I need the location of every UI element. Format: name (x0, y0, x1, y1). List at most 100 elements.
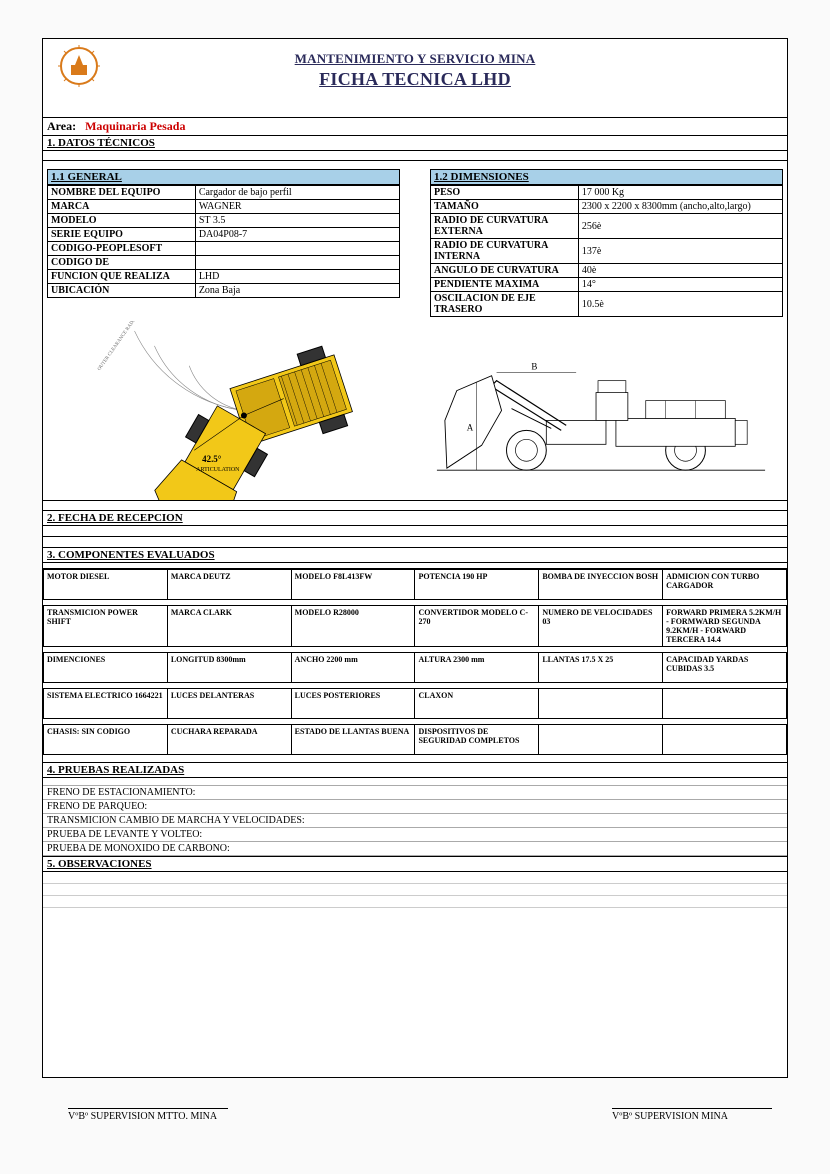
section-4-header: 4. PRUEBAS REALIZADAS (43, 763, 787, 778)
spec-label: CODIGO-PEOPLESOFT (48, 242, 196, 256)
comp-cell: FORWARD PRIMERA 5.2KM/H - FORMWARD SEGUN… (663, 606, 787, 647)
specs-two-col: 1.1 GENERAL NOMBRE DEL EQUIPOCargador de… (43, 161, 787, 321)
comp-cell (663, 725, 787, 755)
document-page: MANTENIMIENTO Y SERVICIO MINA FICHA TECN… (42, 38, 788, 1078)
spec-value (195, 242, 399, 256)
table-row: PENDIENTE MAXIMA14° (431, 278, 783, 292)
section-3-header: 3. COMPONENTES EVALUADOS (43, 548, 787, 563)
spec-label: ANGULO DE CURVATURA (431, 264, 579, 278)
table-row: NOMBRE DEL EQUIPOCargador de bajo perfil (48, 186, 400, 200)
comp-cell: MARCA CLARK (167, 606, 291, 647)
comp-cell: ALTURA 2300 mm (415, 653, 539, 683)
test-row: PRUEBA DE LEVANTE Y VOLTEO: (43, 828, 787, 842)
comp-cell: LONGITUD 8300mm (167, 653, 291, 683)
comp-cell: DIMENCIONES (44, 653, 168, 683)
spec-value: WAGNER (195, 200, 399, 214)
spec-value: 2300 x 2200 x 8300mm (ancho,alto,largo) (578, 200, 782, 214)
test-row: TRANSMICION CAMBIO DE MARCHA Y VELOCIDAD… (43, 814, 787, 828)
test-row: FRENO DE PARQUEO: (43, 800, 787, 814)
comp-cell: POTENCIA 190 HP (415, 570, 539, 600)
spec-label: UBICACIÓN (48, 284, 196, 298)
section-5-header: 5. OBSERVACIONES (43, 856, 787, 872)
comp-cell: MODELO F8L413FW (291, 570, 415, 600)
sig-right-label: VºBº SUPERVISION MINA (612, 1111, 728, 1122)
table-row: MODELOST 3.5 (48, 214, 400, 228)
spec-label: MODELO (48, 214, 196, 228)
logo-icon (57, 45, 101, 87)
table-row: UBICACIÓNZona Baja (48, 284, 400, 298)
spec-value: Cargador de bajo perfil (195, 186, 399, 200)
comp-cell: ANCHO 2200 mm (291, 653, 415, 683)
spec-label: OSCILACION DE EJE TRASERO (431, 292, 579, 317)
comp-row: SISTEMA ELECTRICO 1664221LUCES DELANTERA… (44, 689, 787, 719)
comp-cell: LLANTAS 17.5 X 25 (539, 653, 663, 683)
svg-text:A: A (467, 422, 474, 432)
gap (43, 778, 787, 786)
comp-cell: CONVERTIDOR MODELO C-270 (415, 606, 539, 647)
comp-cell: MOTOR DIESEL (44, 570, 168, 600)
table-row: TAMAÑO2300 x 2200 x 8300mm (ancho,alto,l… (431, 200, 783, 214)
general-table: NOMBRE DEL EQUIPOCargador de bajo perfil… (47, 185, 400, 298)
section-1-header: 1. DATOS TÉCNICOS (43, 136, 787, 151)
col-general: 1.1 GENERAL NOMBRE DEL EQUIPOCargador de… (47, 169, 400, 317)
comp-cell: ADMICION CON TURBO CARGADOR (663, 570, 787, 600)
comp-cell: MODELO R28000 (291, 606, 415, 647)
dimensiones-table: PESO17 000 KgTAMAÑO2300 x 2200 x 8300mm … (430, 185, 783, 317)
spec-label: NOMBRE DEL EQUIPO (48, 186, 196, 200)
componentes-table: MOTOR DIESELMARCA DEUTZMODELO F8L413FWPO… (43, 569, 787, 755)
table-row: RADIO DE CURVATURA EXTERNA256è (431, 214, 783, 239)
spec-value: ST 3.5 (195, 214, 399, 228)
comp-cell: DISPOSITIVOS DE SEGURIDAD COMPLETOS (415, 725, 539, 755)
comp-cell: TRANSMICION POWER SHIFT (44, 606, 168, 647)
spec-value: 137è (578, 239, 782, 264)
spec-label: PESO (431, 186, 579, 200)
comp-cell: NUMERO DE VELOCIDADES 03 (539, 606, 663, 647)
table-row: OSCILACION DE EJE TRASERO10.5è (431, 292, 783, 317)
comp-cell (539, 725, 663, 755)
spec-label: MARCA (48, 200, 196, 214)
comp-cell: MARCA DEUTZ (167, 570, 291, 600)
svg-text:B: B (531, 362, 537, 372)
spec-value: DA04P08-7 (195, 228, 399, 242)
table-row: MARCAWAGNER (48, 200, 400, 214)
comp-cell: CLAXON (415, 689, 539, 719)
diagram-top-view: OUTER CLEARANCE RADIUS 256" (20' 1.6") (43, 321, 415, 500)
main-title: FICHA TECNICA LHD (43, 69, 787, 90)
spec-value: LHD (195, 270, 399, 284)
comp-row: CHASIS: SIN CODIGOCUCHARA REPARADAESTADO… (44, 725, 787, 755)
comp-cell (663, 689, 787, 719)
table-row: CODIGO DE (48, 256, 400, 270)
subtitle: MANTENIMIENTO Y SERVICIO MINA (43, 51, 787, 67)
table-row: CODIGO-PEOPLESOFT (48, 242, 400, 256)
spec-value: 256è (578, 214, 782, 239)
spec-label: PENDIENTE MAXIMA (431, 278, 579, 292)
sig-left-label: VºBº SUPERVISION MTTO. MINA (68, 1111, 217, 1122)
test-row: FRENO DE ESTACIONAMIENTO: (43, 786, 787, 800)
angle-sublabel: ARTICULATION (196, 467, 240, 473)
gap (43, 151, 787, 161)
gap (43, 755, 787, 763)
spec-value (195, 256, 399, 270)
sub-1-1: 1.1 GENERAL (47, 169, 400, 185)
comp-cell: CUCHARA REPARADA (167, 725, 291, 755)
comp-row: TRANSMICION POWER SHIFTMARCA CLARKMODELO… (44, 606, 787, 647)
section-2-header: 2. FECHA DE RECEPCION (43, 511, 787, 526)
comp-cell (539, 689, 663, 719)
area-row: Area: Maquinaria Pesada (43, 117, 787, 136)
spec-value: 17 000 Kg (578, 186, 782, 200)
sub-1-2: 1.2 DIMENSIONES (430, 169, 783, 185)
table-row: RADIO DE CURVATURA INTERNA137è (431, 239, 783, 264)
spec-value: 10.5è (578, 292, 782, 317)
table-row: PESO17 000 Kg (431, 186, 783, 200)
diagram-area: OUTER CLEARANCE RADIUS 256" (20' 1.6") (43, 321, 787, 501)
pruebas-list: FRENO DE ESTACIONAMIENTO:FRENO DE PARQUE… (43, 786, 787, 856)
table-row: SERIE EQUIPODA04P08-7 (48, 228, 400, 242)
spec-label: CODIGO DE (48, 256, 196, 270)
spec-value: 40è (578, 264, 782, 278)
table-row: ANGULO DE CURVATURA40è (431, 264, 783, 278)
area-label: Area: (47, 119, 76, 133)
comp-row: MOTOR DIESELMARCA DEUTZMODELO F8L413FWPO… (44, 570, 787, 600)
test-row: PRUEBA DE MONOXIDO DE CARBONO: (43, 842, 787, 856)
angle-label: 42.5° (202, 454, 222, 464)
spec-label: FUNCION QUE REALIZA (48, 270, 196, 284)
